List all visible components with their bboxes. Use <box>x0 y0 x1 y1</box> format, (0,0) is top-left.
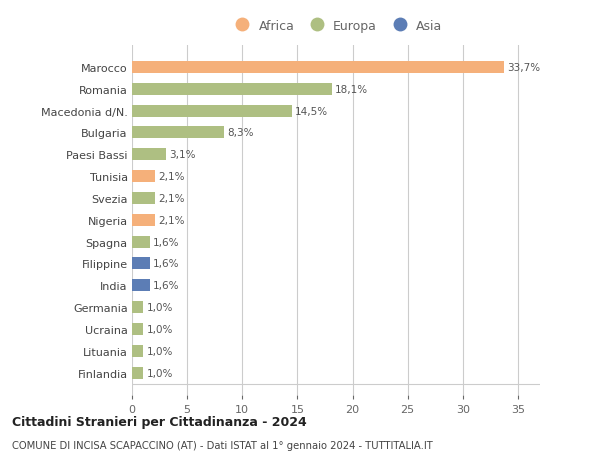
Bar <box>132 345 143 357</box>
Text: 2,1%: 2,1% <box>158 215 185 225</box>
Bar <box>132 171 155 183</box>
Bar <box>132 62 503 74</box>
Bar <box>132 149 166 161</box>
Text: 33,7%: 33,7% <box>507 63 540 73</box>
Text: 2,1%: 2,1% <box>158 194 185 203</box>
Text: 8,3%: 8,3% <box>227 128 253 138</box>
Bar <box>132 236 149 248</box>
Bar <box>132 214 155 226</box>
Bar <box>132 302 143 313</box>
Bar <box>132 192 155 205</box>
Text: 1,6%: 1,6% <box>153 237 179 247</box>
Text: 3,1%: 3,1% <box>169 150 196 160</box>
Text: 1,0%: 1,0% <box>146 302 173 313</box>
Text: 1,6%: 1,6% <box>153 281 179 291</box>
Bar <box>132 280 149 292</box>
Bar <box>132 106 292 118</box>
Text: 18,1%: 18,1% <box>335 84 368 95</box>
Bar <box>132 127 224 139</box>
Bar <box>132 367 143 379</box>
Text: 14,5%: 14,5% <box>295 106 328 116</box>
Text: 1,6%: 1,6% <box>153 259 179 269</box>
Text: 1,0%: 1,0% <box>146 325 173 334</box>
Legend: Africa, Europa, Asia: Africa, Europa, Asia <box>227 17 445 35</box>
Text: 1,0%: 1,0% <box>146 346 173 356</box>
Text: COMUNE DI INCISA SCAPACCINO (AT) - Dati ISTAT al 1° gennaio 2024 - TUTTITALIA.IT: COMUNE DI INCISA SCAPACCINO (AT) - Dati … <box>12 440 433 450</box>
Bar <box>132 84 332 95</box>
Text: Cittadini Stranieri per Cittadinanza - 2024: Cittadini Stranieri per Cittadinanza - 2… <box>12 415 307 428</box>
Bar <box>132 258 149 270</box>
Text: 2,1%: 2,1% <box>158 172 185 182</box>
Bar <box>132 323 143 335</box>
Text: 1,0%: 1,0% <box>146 368 173 378</box>
